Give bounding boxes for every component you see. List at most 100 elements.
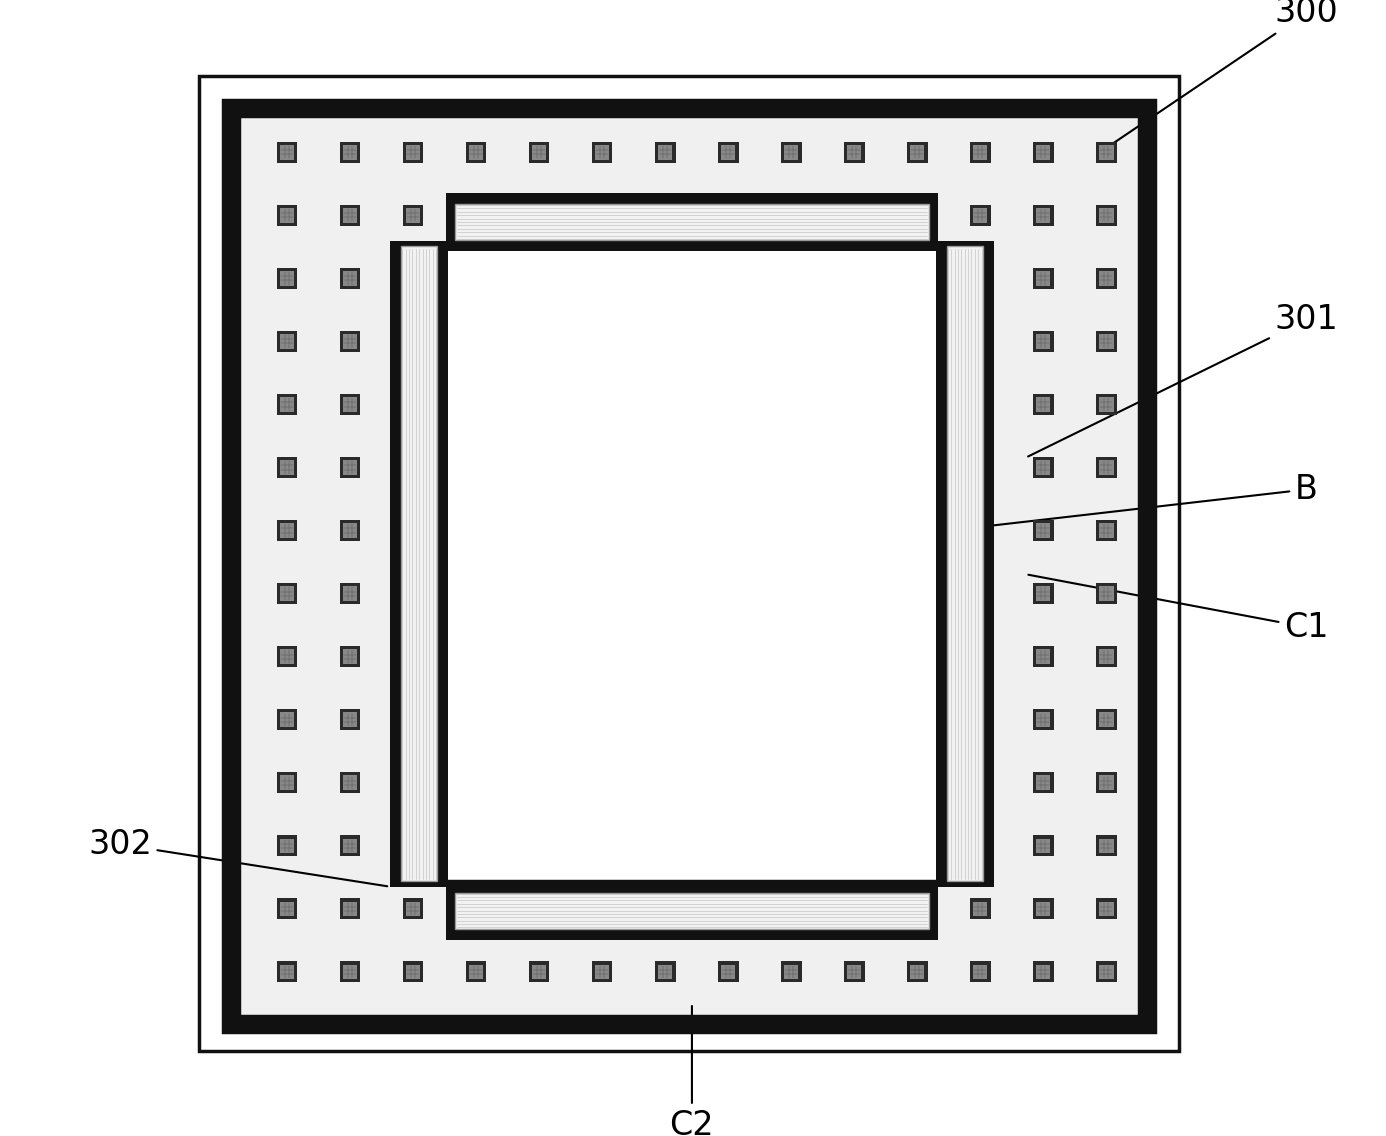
Bar bbox=[970, 142, 991, 162]
Bar bbox=[1096, 457, 1117, 478]
Bar bbox=[658, 964, 672, 979]
Bar bbox=[911, 208, 924, 223]
Bar bbox=[340, 961, 360, 982]
Text: C2: C2 bbox=[669, 1006, 714, 1136]
Bar bbox=[277, 206, 298, 226]
Bar bbox=[592, 899, 613, 919]
Bar bbox=[340, 394, 360, 415]
Bar bbox=[446, 882, 938, 939]
Bar bbox=[468, 964, 484, 979]
Bar bbox=[844, 206, 865, 226]
Bar bbox=[973, 776, 987, 790]
Bar bbox=[784, 964, 798, 979]
Bar bbox=[406, 272, 420, 285]
Bar bbox=[1037, 586, 1051, 601]
Bar bbox=[280, 334, 294, 349]
Bar bbox=[468, 902, 484, 916]
Bar bbox=[973, 964, 987, 979]
Bar bbox=[973, 838, 987, 853]
Bar bbox=[718, 142, 739, 162]
Text: 302: 302 bbox=[87, 828, 387, 886]
Bar bbox=[906, 142, 927, 162]
Bar bbox=[970, 709, 991, 730]
Bar bbox=[970, 772, 991, 793]
Bar bbox=[1033, 520, 1053, 541]
Bar bbox=[1033, 457, 1053, 478]
Bar bbox=[973, 650, 987, 663]
Bar bbox=[277, 394, 298, 415]
Bar bbox=[721, 208, 736, 223]
Bar bbox=[406, 650, 420, 663]
Bar bbox=[342, 334, 358, 349]
Bar bbox=[401, 247, 437, 880]
Bar bbox=[1033, 331, 1053, 352]
Bar bbox=[973, 902, 987, 916]
Bar bbox=[342, 272, 358, 285]
Bar bbox=[466, 961, 486, 982]
Bar bbox=[847, 145, 862, 159]
Bar bbox=[529, 961, 549, 982]
Bar bbox=[658, 145, 672, 159]
Bar bbox=[1096, 961, 1117, 982]
Bar bbox=[403, 520, 423, 541]
Text: B: B bbox=[985, 473, 1318, 526]
Bar bbox=[342, 902, 358, 916]
Bar bbox=[970, 646, 991, 667]
Bar bbox=[1037, 650, 1051, 663]
Bar bbox=[1099, 334, 1113, 349]
Bar bbox=[654, 961, 675, 982]
Bar bbox=[466, 206, 486, 226]
Bar bbox=[1037, 145, 1051, 159]
Bar bbox=[654, 206, 675, 226]
Bar bbox=[654, 899, 675, 919]
Bar bbox=[529, 142, 549, 162]
Bar bbox=[277, 331, 298, 352]
Bar bbox=[970, 520, 991, 541]
Bar bbox=[721, 902, 736, 916]
Bar bbox=[277, 709, 298, 730]
Bar bbox=[231, 108, 1148, 1025]
Text: 301: 301 bbox=[1028, 303, 1337, 457]
Text: 300: 300 bbox=[1113, 0, 1337, 143]
Bar bbox=[973, 145, 987, 159]
Bar bbox=[970, 835, 991, 857]
Bar bbox=[340, 268, 360, 289]
Bar bbox=[847, 208, 862, 223]
Bar bbox=[1037, 838, 1051, 853]
Bar bbox=[784, 902, 798, 916]
Bar bbox=[406, 460, 420, 475]
Bar bbox=[911, 145, 924, 159]
Bar bbox=[973, 460, 987, 475]
Bar bbox=[847, 964, 862, 979]
Bar bbox=[1033, 394, 1053, 415]
Bar bbox=[403, 206, 423, 226]
Bar bbox=[340, 583, 360, 604]
Bar bbox=[1037, 712, 1051, 727]
Bar bbox=[847, 902, 862, 916]
Bar bbox=[340, 331, 360, 352]
Bar bbox=[973, 272, 987, 285]
Bar bbox=[1033, 583, 1053, 604]
Bar bbox=[718, 206, 739, 226]
Bar bbox=[277, 772, 298, 793]
Bar bbox=[1033, 646, 1053, 667]
Bar bbox=[406, 586, 420, 601]
Bar bbox=[277, 646, 298, 667]
Bar bbox=[406, 398, 420, 411]
Bar bbox=[280, 838, 294, 853]
Bar bbox=[529, 899, 549, 919]
Bar bbox=[1099, 964, 1113, 979]
Bar bbox=[406, 208, 420, 223]
Bar bbox=[1096, 772, 1117, 793]
Bar bbox=[784, 208, 798, 223]
Bar bbox=[342, 776, 358, 790]
Bar bbox=[277, 142, 298, 162]
Bar bbox=[658, 902, 672, 916]
Bar bbox=[1096, 520, 1117, 541]
Bar bbox=[280, 776, 294, 790]
Bar bbox=[340, 835, 360, 857]
Bar bbox=[970, 899, 991, 919]
Bar bbox=[1037, 902, 1051, 916]
Bar bbox=[280, 902, 294, 916]
Bar bbox=[1099, 838, 1113, 853]
